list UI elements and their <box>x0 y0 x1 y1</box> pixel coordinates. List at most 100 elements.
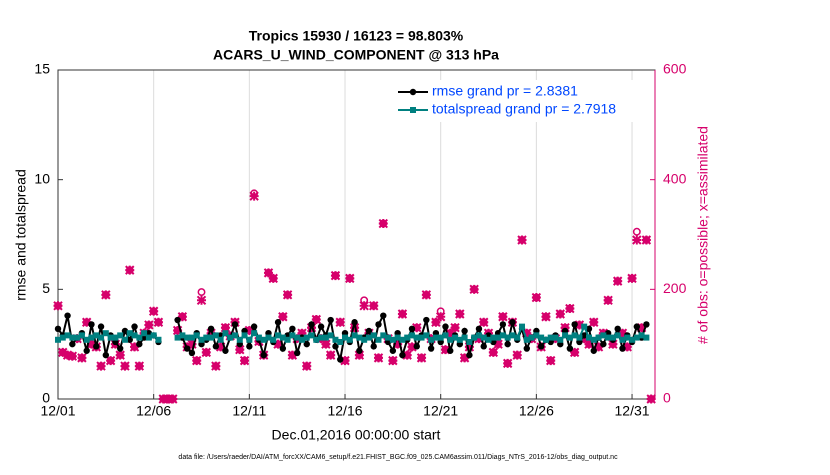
spread-marker <box>255 334 262 341</box>
rmse-marker <box>380 312 387 319</box>
obs-assimilated-marker <box>67 351 78 361</box>
rmse-marker <box>480 343 487 350</box>
rmse-marker <box>351 319 358 326</box>
obs-assimilated-marker <box>435 312 446 322</box>
spread-marker <box>126 330 133 337</box>
spread-marker <box>581 323 588 330</box>
obs-possible-marker <box>197 288 206 297</box>
y-axis-label: rmse and totalspread <box>13 169 29 301</box>
spread-marker <box>332 336 339 343</box>
rmse-marker <box>231 321 239 328</box>
spread-marker <box>275 332 282 339</box>
rmse-marker <box>585 325 593 333</box>
obs-assimilated-marker <box>531 292 542 303</box>
spread-marker <box>284 336 291 343</box>
spread-marker <box>562 332 569 339</box>
obs-assimilated-marker <box>579 333 589 344</box>
obs-assimilated-marker <box>574 320 585 330</box>
obs-assimilated-marker <box>172 325 183 336</box>
rmse-marker <box>614 325 621 333</box>
spread-marker <box>318 334 325 341</box>
spread-marker <box>619 336 626 343</box>
obs-assimilated-marker <box>646 394 656 404</box>
obs-assimilated-marker <box>187 339 197 349</box>
obs-assimilated-marker <box>239 355 250 366</box>
obs-assimilated-marker <box>493 339 503 349</box>
spread-marker <box>327 332 334 339</box>
rmse-marker <box>327 316 334 324</box>
rmse-marker <box>466 351 473 359</box>
spread-marker <box>337 338 344 345</box>
spread-marker <box>471 334 478 341</box>
obs-assimilated-marker <box>512 350 522 360</box>
obs-assimilated-marker <box>464 342 475 352</box>
spread-marker <box>495 334 502 341</box>
obs-assimilated-marker <box>244 325 255 336</box>
obs-assimilated-marker <box>53 301 63 311</box>
y-tick-label: 10 <box>34 170 50 186</box>
obs-assimilated-marker <box>641 235 652 245</box>
obs-assimilated-marker <box>388 355 398 366</box>
obs-assimilated-marker <box>192 355 202 366</box>
obs-assimilated-marker <box>632 235 642 245</box>
spread-marker <box>609 334 616 341</box>
spread-marker <box>198 336 205 343</box>
rmse-marker <box>131 323 138 330</box>
spread-marker <box>600 332 607 339</box>
obs-assimilated-marker <box>392 339 403 349</box>
obs-assimilated-marker <box>263 268 274 278</box>
obs-assimilated-marker <box>325 350 336 360</box>
spread-marker <box>260 336 267 343</box>
legend-label: totalspread grand pr = 2.7918 <box>432 101 616 117</box>
obs-assimilated-marker <box>421 290 432 300</box>
obs-assimilated-marker <box>560 323 570 333</box>
obs-assimilated-marker <box>431 317 441 327</box>
rmse-marker <box>600 340 607 348</box>
obs-assimilated-marker <box>311 314 322 325</box>
spread-marker <box>385 334 392 341</box>
obs-assimilated-marker <box>335 317 345 327</box>
spread-marker <box>638 332 645 339</box>
spread-marker <box>432 334 439 341</box>
spread-marker <box>342 334 349 341</box>
obs-assimilated-marker <box>235 344 245 355</box>
obs-assimilated-marker <box>129 342 140 352</box>
obs-assimilated-marker <box>397 309 408 319</box>
spread-marker <box>509 332 516 339</box>
obs-assimilated-marker <box>479 317 489 327</box>
x-axis-label: Dec.01,2016 00:00:00 start <box>272 427 441 443</box>
spread-marker <box>413 334 420 341</box>
spread-marker <box>533 332 540 339</box>
rmse-marker <box>509 319 516 326</box>
spread-marker <box>394 334 401 341</box>
spread-marker <box>145 334 152 341</box>
y2-axis-label: # of obs: o=possible; x=assimilated <box>695 126 711 344</box>
spread-marker <box>356 334 363 341</box>
spread-marker <box>437 334 444 341</box>
spread-marker <box>351 332 358 339</box>
rmse-marker <box>442 323 449 330</box>
obs-assimilated-marker <box>612 276 623 286</box>
rmse-marker <box>188 349 196 357</box>
obs-assimilated-marker <box>177 312 188 322</box>
spread-marker <box>490 334 497 341</box>
spread-marker <box>605 334 612 341</box>
obs-assimilated-marker <box>282 290 293 300</box>
spread-marker <box>456 336 463 343</box>
spread-marker <box>236 336 243 343</box>
rmse-marker <box>427 345 435 352</box>
rmse-marker <box>279 345 287 352</box>
spread-marker <box>69 334 76 341</box>
spread-marker <box>184 334 191 341</box>
rmse-marker <box>260 351 267 359</box>
spread-marker <box>270 336 277 343</box>
obs-assimilated-marker <box>196 295 207 306</box>
rmse-marker <box>581 332 588 339</box>
spread-marker <box>566 334 573 341</box>
obs-assimilated-marker <box>81 317 92 327</box>
obs-assimilated-marker <box>354 350 365 360</box>
obs-assimilated-marker <box>502 358 513 369</box>
spread-marker <box>404 334 411 341</box>
